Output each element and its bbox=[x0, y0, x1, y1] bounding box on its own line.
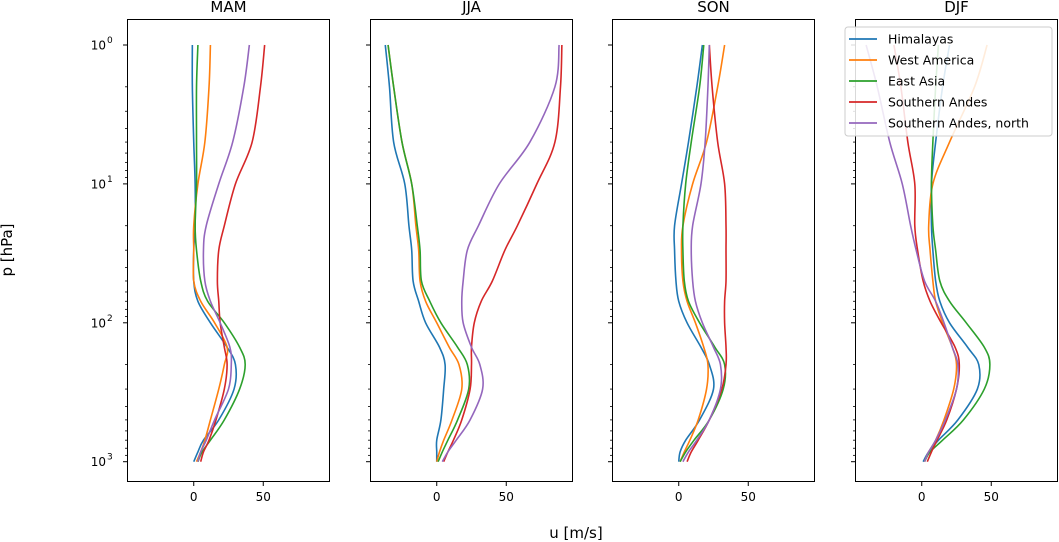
legend-entry-himalayas: Himalayas bbox=[849, 32, 953, 47]
y-tick-label: 10 bbox=[91, 38, 106, 52]
y-tick-base: 10 bbox=[91, 177, 106, 191]
x-tick-label: 50 bbox=[499, 490, 514, 504]
x-tick-label: 50 bbox=[984, 490, 999, 504]
x-axis-label: u [m/s] bbox=[549, 524, 602, 542]
series-line-himalayas bbox=[191, 44, 238, 463]
series-line-west-america bbox=[387, 44, 463, 462]
y-tick-label: 10 bbox=[91, 177, 106, 191]
x-tick-label: 0 bbox=[675, 490, 683, 504]
panel-jja: JJA 0 50 bbox=[366, 0, 573, 504]
y-tick-exponent: 0 bbox=[107, 36, 113, 46]
series-group bbox=[384, 44, 563, 463]
panel-djf: DJF 0 50 bbox=[851, 0, 1058, 504]
series-line-west-america bbox=[679, 44, 726, 463]
panel-son: SON 0 50 bbox=[608, 0, 815, 504]
series-line-southern-andes-north bbox=[197, 44, 251, 462]
x-tick-label: 50 bbox=[741, 490, 756, 504]
series-line-southern-andes bbox=[893, 44, 961, 463]
y-tick-exponent: 2 bbox=[107, 314, 113, 324]
axes-frame bbox=[370, 19, 573, 482]
axes-frame bbox=[612, 19, 815, 482]
series-line-east-asia bbox=[679, 44, 727, 463]
legend: Himalayas West America East Asia Southern A… bbox=[844, 26, 1053, 137]
series-group bbox=[673, 44, 728, 463]
legend-entry-southern-andes-north: Southern Andes, north bbox=[849, 116, 1029, 131]
y-tick-base: 10 bbox=[91, 455, 106, 469]
panel-title: JJA bbox=[461, 0, 482, 16]
x-tick-label: 0 bbox=[918, 490, 926, 504]
legend-label: East Asia bbox=[888, 74, 945, 89]
legend-entry-west-america: West America bbox=[849, 53, 974, 68]
panel-title: DJF bbox=[944, 0, 969, 16]
y-tick-base: 10 bbox=[91, 38, 106, 52]
panel-title: SON bbox=[697, 0, 730, 16]
series-line-southern-andes-north bbox=[441, 44, 560, 463]
legend-label: Himalayas bbox=[888, 32, 953, 47]
series-line-southern-andes-north bbox=[682, 44, 723, 463]
x-tick-label: 0 bbox=[190, 490, 198, 504]
series-line-southern-andes-north bbox=[865, 44, 960, 463]
legend-label: Southern Andes bbox=[888, 95, 987, 110]
y-tick-exponent: 1 bbox=[107, 175, 113, 185]
series-line-southern-andes bbox=[442, 44, 563, 463]
x-tick-label: 0 bbox=[433, 490, 441, 504]
y-tick-base: 10 bbox=[91, 316, 106, 330]
legend-box bbox=[844, 26, 1053, 137]
panel-title: MAM bbox=[210, 0, 246, 16]
series-group bbox=[865, 44, 991, 463]
axes-frame bbox=[127, 19, 330, 482]
series-line-west-america bbox=[192, 44, 229, 463]
series-group bbox=[191, 44, 266, 463]
legend-entry-east-asia: East Asia bbox=[849, 74, 945, 89]
series-line-himalayas bbox=[922, 44, 981, 463]
y-axis-label: p [hPa] bbox=[0, 223, 16, 276]
series-line-himalayas bbox=[673, 44, 715, 462]
x-tick-label: 50 bbox=[256, 490, 271, 504]
series-line-east-asia bbox=[923, 44, 991, 463]
series-line-himalayas bbox=[384, 44, 447, 462]
legend-label: Southern Andes, north bbox=[888, 116, 1029, 131]
series-line-southern-andes bbox=[199, 44, 266, 462]
y-tick-label: 10 bbox=[91, 316, 106, 330]
y-tick-label: 10 bbox=[91, 455, 106, 469]
legend-entry-southern-andes: Southern Andes bbox=[849, 95, 987, 110]
legend-label: West America bbox=[888, 53, 974, 68]
series-line-east-asia bbox=[387, 44, 471, 463]
y-tick-exponent: 3 bbox=[107, 453, 113, 463]
axes-frame bbox=[855, 19, 1058, 482]
